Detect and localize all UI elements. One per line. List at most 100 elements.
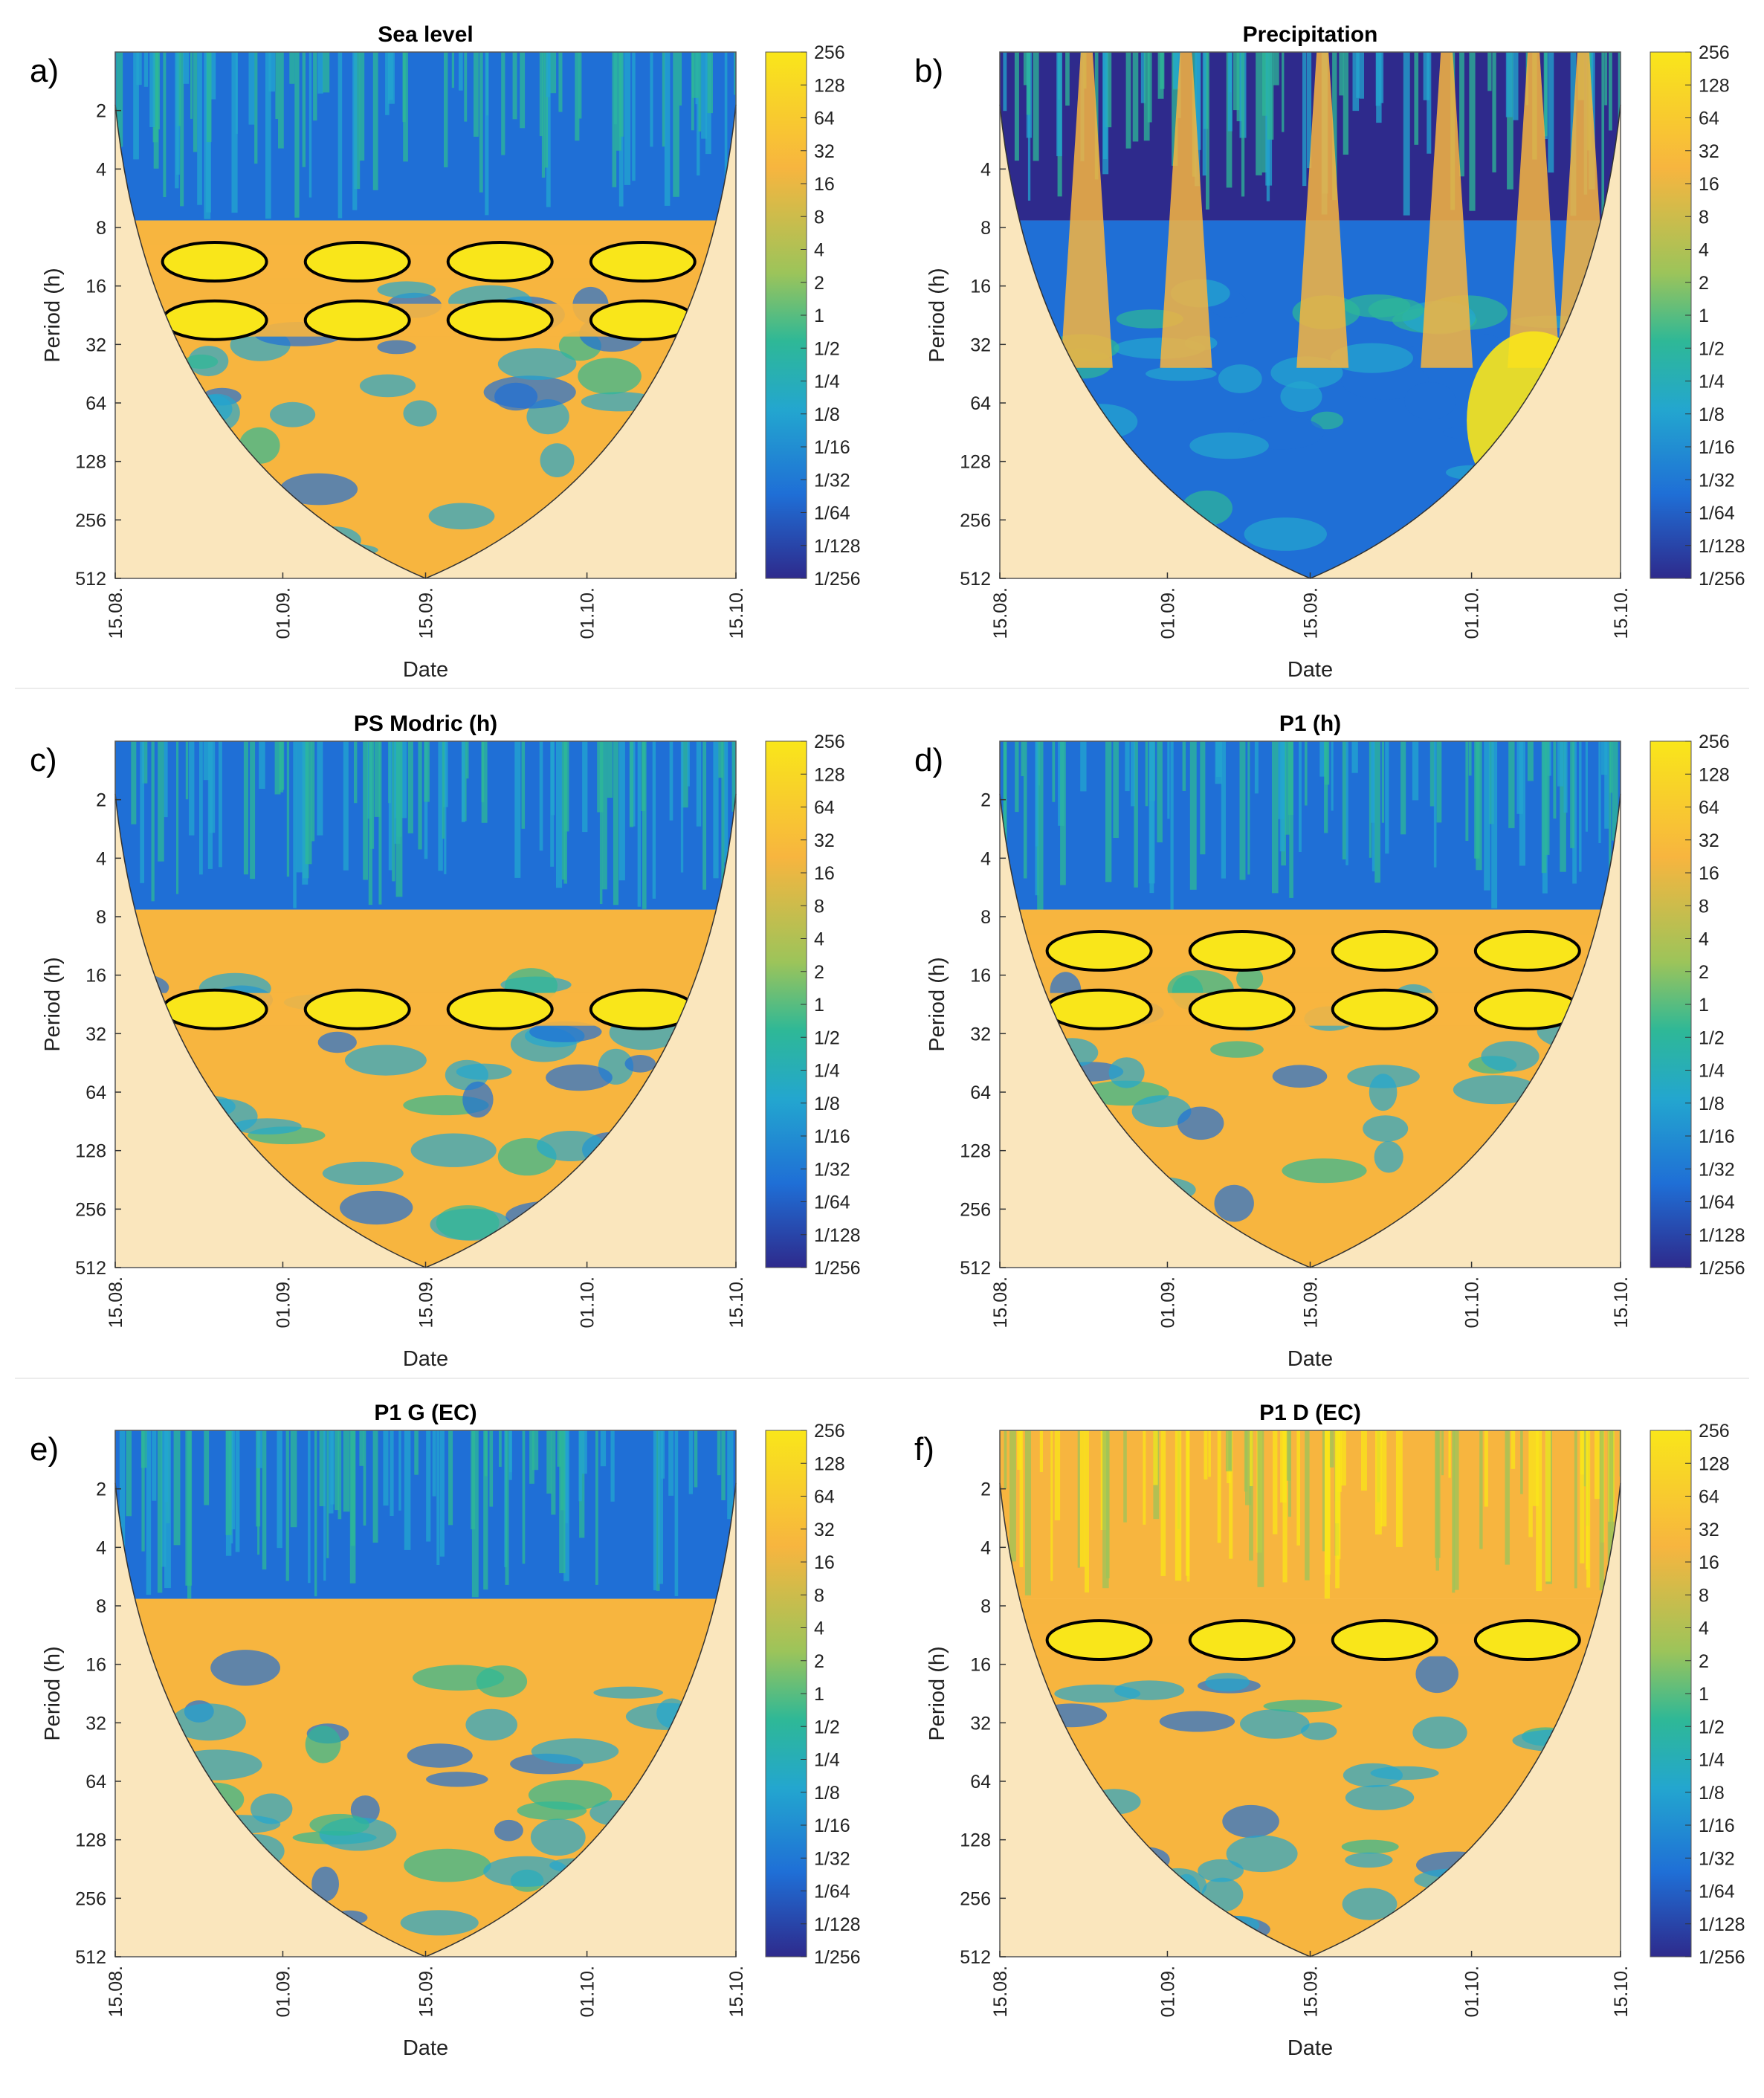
significance-contour [589, 241, 697, 283]
colorbar-tick-label: 4 [814, 929, 824, 950]
colorbar-tick-label: 1/128 [814, 1914, 861, 1935]
high-power-blob [1047, 990, 1151, 1029]
panel-title: Precipitation [1243, 22, 1378, 47]
colorbar-tick-label: 1 [814, 995, 824, 1016]
high-power-blob [590, 300, 695, 340]
colorbar-tick-label: 64 [1699, 109, 1719, 129]
colorbar-tick-label: 1/8 [1699, 1094, 1725, 1114]
colorbar-tick-label: 1 [1699, 306, 1709, 326]
colorbar-tick-label: 1/32 [1699, 470, 1735, 491]
x-tick-label: 01.10. [578, 1276, 598, 1329]
colorbar-tick-label: 1 [814, 306, 824, 326]
y-tick-label: 8 [96, 1596, 106, 1617]
x-tick-label: 15.10. [1611, 1276, 1632, 1329]
x-axis-label: Date [1288, 2036, 1333, 2060]
y-tick-label: 8 [96, 218, 106, 239]
colorbar-tick-label: 4 [814, 240, 824, 261]
high-power-blob [1332, 990, 1437, 1029]
x-tick-label: 15.08. [990, 1276, 1011, 1329]
colorbar-tick-label: 1/4 [1699, 1061, 1725, 1082]
panel-title: PS Modric (h) [354, 711, 497, 736]
colorbar-tick-label: 4 [814, 1618, 824, 1639]
colorbar-tick-label: 1/32 [814, 1159, 850, 1180]
x-tick-label: 15.09. [416, 1966, 437, 2018]
panel-letter: c) [30, 742, 57, 778]
x-tick-label: 01.09. [273, 1276, 294, 1329]
y-tick-label: 64 [970, 1082, 991, 1103]
colorbar-tick-label: 1/16 [814, 1815, 850, 1836]
colorbar-tick-label: 2 [814, 962, 824, 983]
colorbar-tick-label: 128 [814, 75, 845, 96]
y-tick-label: 4 [980, 1537, 991, 1558]
colorbar-tick-label: 1/256 [1699, 1947, 1745, 1968]
y-tick-label: 8 [980, 218, 991, 239]
colorbar-tick-label: 1/16 [1699, 1126, 1735, 1147]
x-tick-label: 15.08. [106, 1966, 126, 2018]
y-tick-label: 16 [85, 966, 106, 987]
y-tick-label: 64 [85, 1772, 106, 1792]
colorbar-tick-label: 1 [1699, 995, 1709, 1016]
colorbar-tick-label: 1/64 [1699, 1882, 1735, 1902]
colorbar-tick-label: 2 [1699, 273, 1709, 294]
colorbar-tick-label: 1/32 [814, 1848, 850, 1869]
x-tick-label: 15.10. [726, 587, 747, 639]
colorbar [765, 1430, 807, 1957]
x-tick-label: 01.10. [578, 1966, 598, 2018]
y-tick-label: 128 [75, 1141, 106, 1162]
significance-contour [303, 299, 411, 341]
x-tick-label: 01.09. [1157, 1276, 1178, 1329]
x-tick-label: 15.09. [416, 1276, 437, 1329]
colorbar-tick-label: 1/4 [1699, 1750, 1725, 1771]
y-tick-label: 16 [970, 1655, 991, 1676]
x-tick-label: 01.09. [1157, 1966, 1178, 2018]
y-tick-label: 256 [75, 510, 106, 531]
colorbar-tick-label: 1/64 [1699, 1192, 1735, 1213]
x-tick-label: 15.10. [726, 1276, 747, 1329]
y-tick-label: 4 [980, 159, 991, 180]
y-tick-label: 512 [75, 569, 106, 590]
colorbar-tick-label: 1/2 [814, 338, 840, 359]
colorbar-tick-label: 64 [814, 1487, 835, 1508]
y-tick-label: 4 [96, 1537, 106, 1558]
y-tick-label: 4 [980, 848, 991, 869]
high-power-blob [1475, 990, 1580, 1029]
y-tick-label: 8 [980, 907, 991, 928]
y-tick-label: 512 [75, 1947, 106, 1968]
y-tick-label: 128 [960, 1830, 991, 1851]
high-power-blob [448, 242, 552, 281]
high-power-blob [1047, 1621, 1151, 1659]
colorbar-tick-label: 1/16 [814, 437, 850, 458]
colorbar-tick-label: 1/16 [1699, 1815, 1735, 1836]
y-tick-label: 64 [970, 393, 991, 414]
colorbar-tick-label: 16 [1699, 174, 1719, 195]
y-tick-label: 128 [960, 452, 991, 473]
high-power-blob [1189, 990, 1294, 1029]
y-tick-label: 32 [85, 1024, 106, 1045]
x-tick-label: 01.10. [578, 587, 598, 639]
colorbar-tick-label: 256 [814, 42, 845, 63]
colorbar-tick-label: 1/8 [814, 1094, 840, 1114]
significance-contour [1331, 930, 1438, 972]
panel-title: P1 G (EC) [374, 1401, 476, 1425]
spectrum-field [1000, 1430, 1621, 1957]
colorbar-tick-label: 128 [1699, 75, 1730, 96]
x-axis-label: Date [1288, 658, 1333, 682]
colorbar-tick-label: 16 [814, 1552, 835, 1573]
y-axis-label: Period (h) [925, 268, 949, 362]
x-tick-label: 15.09. [1301, 1276, 1322, 1329]
high-power-blob [1189, 1621, 1294, 1659]
significance-contour [1331, 988, 1438, 1030]
colorbar-tick-label: 8 [814, 896, 824, 917]
colorbar-tick-label: 1/2 [814, 1027, 840, 1048]
high-power-blob [448, 300, 552, 340]
colorbar-tick-label: 8 [814, 1585, 824, 1606]
y-tick-label: 32 [970, 1024, 991, 1045]
y-tick-label: 512 [960, 1258, 991, 1279]
significance-contour [1045, 930, 1153, 972]
y-tick-label: 128 [75, 1830, 106, 1851]
x-tick-label: 01.09. [1157, 587, 1178, 639]
y-tick-label: 32 [970, 1713, 991, 1734]
colorbar-tick-label: 4 [1699, 1618, 1709, 1639]
colorbar-tick-label: 256 [1699, 732, 1730, 752]
colorbar-tick-label: 16 [1699, 863, 1719, 884]
